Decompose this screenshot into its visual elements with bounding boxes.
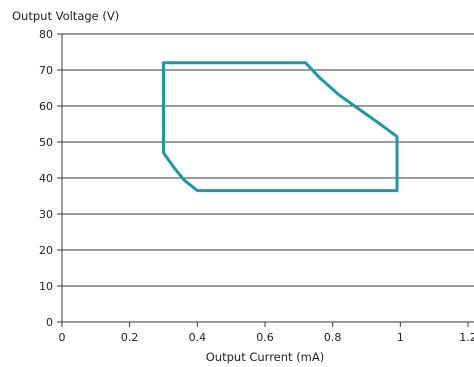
y-tick-label-50: 50 <box>39 136 53 149</box>
x-axis-title: Output Current (mA) <box>206 350 325 364</box>
x-tick-label-0_6: 0.6 <box>256 331 274 344</box>
y-tick-label-30: 30 <box>39 208 53 221</box>
y-axis-title: Output Voltage (V) <box>12 9 119 23</box>
y-tick-labels: 0 10 20 30 40 50 60 70 80 <box>39 28 53 329</box>
axes <box>57 33 474 327</box>
y-tick-label-60: 60 <box>39 100 53 113</box>
series-group <box>162 61 399 193</box>
y-tick-label-0: 0 <box>46 316 53 329</box>
y-tick-label-40: 40 <box>39 172 53 185</box>
x-tick-label-1: 1 <box>397 331 404 344</box>
series-line-0 <box>162 61 399 193</box>
y-tick-label-70: 70 <box>39 64 53 77</box>
grid-lines <box>62 33 474 287</box>
x-tick-labels: 0 0.2 0.4 0.6 0.8 1 1.2 <box>59 331 474 344</box>
y-tick-label-20: 20 <box>39 244 53 257</box>
x-tick-label-0_4: 0.4 <box>189 331 207 344</box>
x-tick-label-0: 0 <box>59 331 66 344</box>
x-tick-label-0_2: 0.2 <box>121 331 139 344</box>
y-tick-label-80: 80 <box>39 28 53 41</box>
y-tick-label-10: 10 <box>39 280 53 293</box>
x-tick-label-1_2: 1.2 <box>459 331 474 344</box>
x-tick-label-0_8: 0.8 <box>324 331 342 344</box>
